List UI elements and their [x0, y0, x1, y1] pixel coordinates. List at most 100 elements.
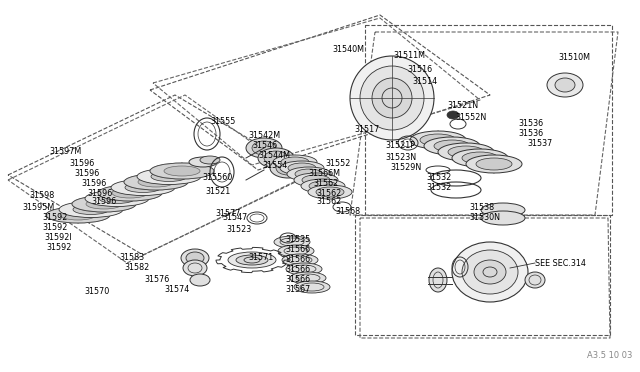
Ellipse shape — [424, 137, 480, 155]
Text: 31582: 31582 — [125, 263, 150, 273]
Ellipse shape — [309, 181, 337, 191]
Ellipse shape — [228, 252, 276, 268]
Text: 31523: 31523 — [227, 224, 252, 234]
Ellipse shape — [137, 169, 201, 185]
Ellipse shape — [301, 179, 345, 193]
Text: 31532: 31532 — [427, 183, 452, 192]
Ellipse shape — [86, 199, 122, 209]
Ellipse shape — [190, 274, 210, 286]
Text: 31574: 31574 — [164, 285, 190, 294]
Ellipse shape — [150, 163, 214, 179]
Text: 31532: 31532 — [427, 173, 452, 183]
Text: 31535: 31535 — [285, 235, 310, 244]
Ellipse shape — [290, 272, 326, 284]
Ellipse shape — [288, 163, 316, 173]
Ellipse shape — [124, 174, 188, 190]
Text: 31567: 31567 — [285, 285, 310, 295]
Ellipse shape — [181, 249, 209, 267]
Text: 31521: 31521 — [205, 187, 230, 196]
Ellipse shape — [98, 185, 162, 201]
Text: 31530N: 31530N — [469, 214, 500, 222]
Ellipse shape — [410, 131, 466, 149]
Ellipse shape — [236, 255, 268, 265]
Text: 31566: 31566 — [285, 266, 310, 275]
Ellipse shape — [278, 245, 314, 257]
Text: 31566: 31566 — [285, 256, 310, 264]
Text: 31576: 31576 — [145, 275, 170, 283]
Ellipse shape — [60, 210, 96, 220]
Ellipse shape — [112, 188, 148, 198]
Ellipse shape — [151, 171, 187, 182]
Ellipse shape — [124, 174, 188, 190]
Ellipse shape — [466, 155, 522, 173]
Text: 31596: 31596 — [82, 180, 107, 189]
Text: 31596: 31596 — [75, 170, 100, 179]
Ellipse shape — [281, 157, 309, 167]
Text: 31595M: 31595M — [23, 202, 55, 212]
Ellipse shape — [295, 169, 323, 179]
Text: 31511M: 31511M — [393, 51, 425, 60]
Ellipse shape — [308, 185, 352, 199]
Ellipse shape — [294, 173, 338, 187]
Text: 31562: 31562 — [316, 198, 341, 206]
Text: 31547: 31547 — [223, 214, 248, 222]
Ellipse shape — [286, 263, 322, 275]
Ellipse shape — [429, 268, 447, 292]
Text: 31571: 31571 — [248, 253, 273, 263]
Ellipse shape — [98, 185, 162, 201]
Text: 31517: 31517 — [355, 125, 380, 135]
Ellipse shape — [270, 158, 306, 178]
Ellipse shape — [287, 167, 331, 181]
Text: 31523N: 31523N — [386, 153, 417, 161]
Ellipse shape — [183, 260, 207, 276]
Text: 31544M: 31544M — [258, 151, 290, 160]
Text: 31542M: 31542M — [248, 131, 280, 141]
Text: 31592: 31592 — [47, 243, 72, 251]
Ellipse shape — [72, 196, 136, 212]
Text: 315560: 315560 — [202, 173, 232, 183]
Text: 31540M: 31540M — [332, 45, 364, 55]
Text: 31566: 31566 — [285, 246, 310, 254]
Ellipse shape — [186, 252, 204, 264]
Text: 31592I: 31592I — [44, 234, 72, 243]
Ellipse shape — [438, 143, 494, 161]
Text: 31566: 31566 — [285, 276, 310, 285]
Text: 31596: 31596 — [70, 158, 95, 167]
Text: 31562: 31562 — [313, 179, 339, 187]
Ellipse shape — [316, 187, 344, 197]
Ellipse shape — [302, 175, 330, 185]
Text: 31529N: 31529N — [391, 164, 422, 173]
Ellipse shape — [447, 111, 459, 119]
Text: 31568: 31568 — [335, 208, 360, 217]
Text: 31562: 31562 — [316, 189, 341, 198]
Ellipse shape — [46, 207, 110, 223]
Text: 31592: 31592 — [43, 224, 68, 232]
Ellipse shape — [282, 254, 318, 266]
Ellipse shape — [452, 242, 528, 302]
Text: 31583: 31583 — [120, 253, 145, 262]
Text: 31552N: 31552N — [455, 112, 486, 122]
Ellipse shape — [372, 78, 412, 118]
Ellipse shape — [350, 56, 434, 140]
Ellipse shape — [476, 158, 512, 170]
Ellipse shape — [555, 78, 575, 92]
Text: 31598: 31598 — [29, 192, 55, 201]
Text: 31536: 31536 — [518, 119, 543, 128]
Text: 31577: 31577 — [215, 208, 241, 218]
Text: 31570: 31570 — [84, 288, 110, 296]
Ellipse shape — [452, 149, 508, 167]
Text: 31510M: 31510M — [558, 54, 590, 62]
Ellipse shape — [462, 152, 498, 164]
Text: A3.5 10 03: A3.5 10 03 — [587, 351, 632, 360]
Text: 31592: 31592 — [43, 214, 68, 222]
Text: 31596: 31596 — [88, 189, 113, 198]
Ellipse shape — [246, 138, 282, 158]
Ellipse shape — [274, 236, 310, 248]
Ellipse shape — [72, 196, 136, 212]
Ellipse shape — [448, 146, 484, 158]
Ellipse shape — [59, 202, 123, 218]
Text: 31516: 31516 — [407, 65, 432, 74]
Text: 31514: 31514 — [412, 77, 437, 86]
Ellipse shape — [360, 66, 424, 130]
Ellipse shape — [73, 205, 109, 215]
